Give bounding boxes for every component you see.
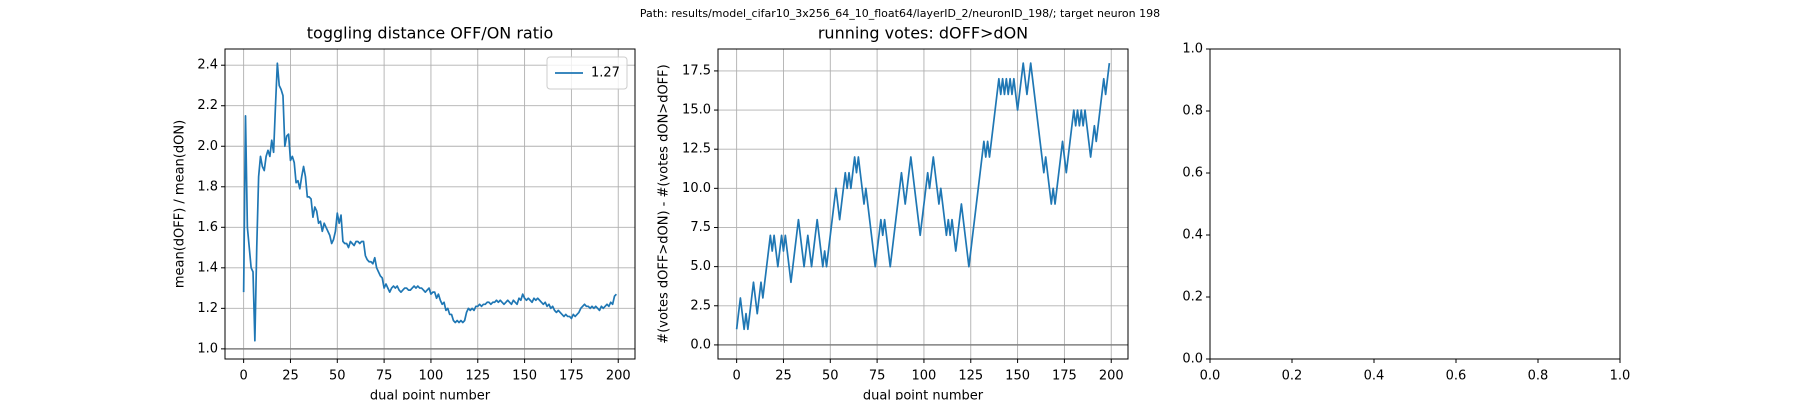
y-tick-label: 1.0	[197, 341, 218, 356]
y-tick-label: 0.0	[1182, 352, 1203, 367]
y-tick-label: 2.0	[197, 139, 218, 154]
x-tick-label: 1.0	[1610, 369, 1631, 384]
data-line	[735, 62, 1111, 331]
data-line	[242, 62, 617, 342]
x-tick-label: 100	[912, 369, 937, 384]
y-tick-label: 2.4	[197, 58, 218, 73]
x-tick-label: 150	[1005, 369, 1030, 384]
y-axis-label: mean(dOFF) / mean(dON)	[173, 120, 188, 288]
y-tick-label: 2.2	[197, 98, 218, 113]
x-axis-label: dual point number	[370, 389, 491, 400]
y-tick-label: 1.2	[197, 301, 218, 316]
x-tick-label: 0.0	[1200, 369, 1221, 384]
y-tick-label: 1.0	[1182, 42, 1203, 57]
axes-title: toggling distance OFF/ON ratio	[307, 24, 553, 43]
plot-area: 0.0 0.2 0.4 0.6 0.8 1.0 0.0 0.2 0.4 0.6 0.8 1.0	[1182, 42, 1630, 384]
y-tick-label: 12.5	[682, 142, 711, 157]
x-tick-label: 175	[559, 369, 584, 384]
y-tick-label: 1.4	[197, 260, 218, 275]
axes-frame	[224, 48, 636, 360]
y-tick-label: 0.6	[1182, 166, 1203, 181]
x-tick-label: 0.6	[1446, 369, 1467, 384]
x-tick-label: 200	[606, 369, 631, 384]
y-tick-label: 17.5	[682, 63, 711, 78]
axes-frame	[717, 48, 1129, 360]
x-tick-label: 125	[465, 369, 490, 384]
x-tick-label: 0.8	[1528, 369, 1549, 384]
x-tick-label: 25	[775, 369, 792, 384]
legend-box	[546, 56, 628, 90]
x-tick-label: 100	[419, 369, 444, 384]
y-tick-label: 0.2	[1182, 290, 1203, 305]
y-tick-label: 15.0	[682, 103, 711, 118]
y-tick-label: 5.0	[690, 259, 711, 274]
x-tick-label: 0	[732, 369, 740, 384]
y-tick-label: 0.8	[1182, 104, 1203, 119]
axes-frame	[1209, 48, 1621, 360]
plot-area: 0 25 50 75 100 125 150 175 200 0.0 2.5 5.0 7.5 10.0 12…	[657, 24, 1129, 400]
x-tick-label: 150	[512, 369, 537, 384]
x-tick-label: 50	[822, 369, 839, 384]
y-tick-label: 0.4	[1182, 228, 1203, 243]
legend: 1.27	[546, 56, 628, 90]
y-tick-label: 7.5	[690, 220, 711, 235]
x-axis-label: dual point number	[863, 389, 984, 400]
y-axis-label: #(votes dOFF>dON) - #(votes dON>dOFF)	[657, 64, 672, 343]
legend-label: 1.27	[591, 66, 620, 81]
suptitle: Path: results/model_cifar10_3x256_64_10_…	[640, 7, 1160, 20]
y-tick-label: 10.0	[682, 181, 711, 196]
x-tick-label: 125	[958, 369, 983, 384]
x-tick-label: 0.4	[1364, 369, 1385, 384]
plot-area: 0 25 50 75 100 125 150 175 200 1.0 1.2 1.4 1.6 1.8 2.0…	[173, 24, 636, 400]
y-tick-label: 1.6	[197, 220, 218, 235]
y-tick-label: 2.5	[690, 298, 711, 313]
axes-title: running votes: dOFF>dON	[818, 24, 1028, 43]
y-tick-label: 0.0	[690, 337, 711, 352]
x-tick-label: 0	[239, 369, 247, 384]
x-tick-label: 0.2	[1282, 369, 1303, 384]
x-tick-label: 50	[329, 369, 346, 384]
y-tick-label: 1.8	[197, 179, 218, 194]
x-tick-label: 175	[1052, 369, 1077, 384]
x-tick-label: 25	[282, 369, 299, 384]
x-tick-label: 75	[869, 369, 886, 384]
x-tick-label: 200	[1099, 369, 1124, 384]
x-tick-label: 75	[376, 369, 393, 384]
